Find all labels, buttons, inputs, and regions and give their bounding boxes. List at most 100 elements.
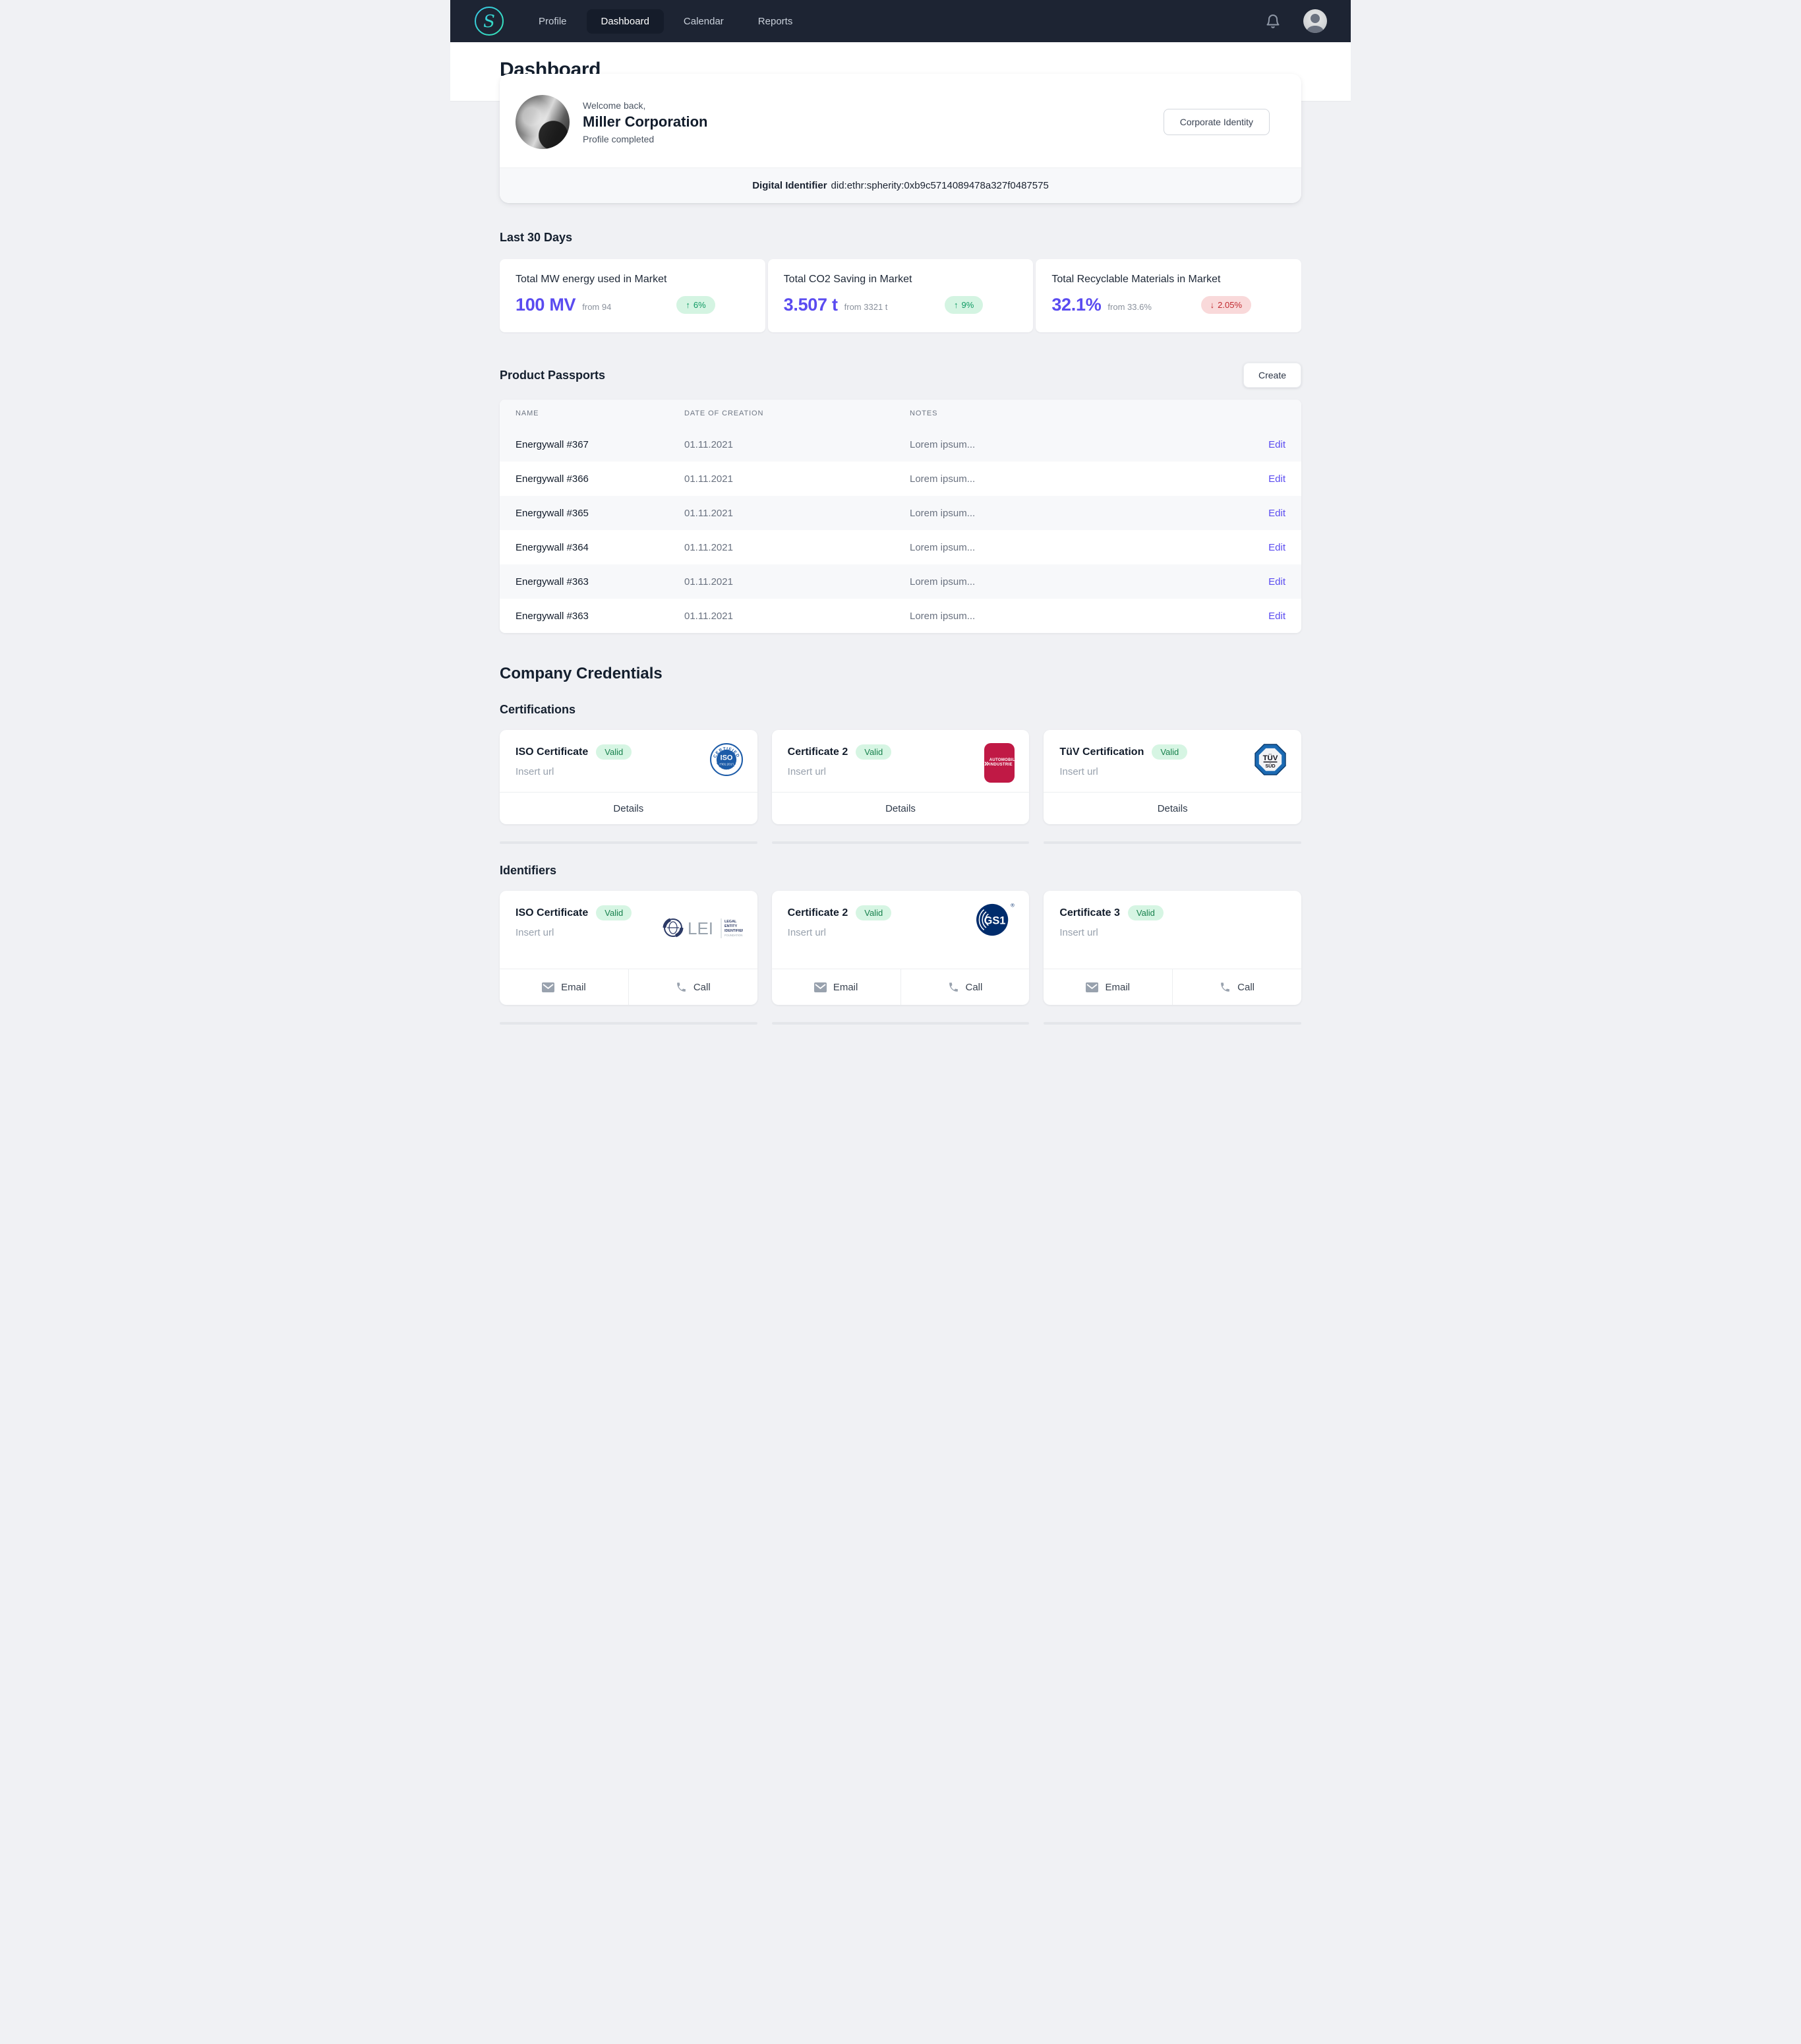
stat-from: from 33.6%: [1107, 302, 1152, 312]
nav-item-profile[interactable]: Profile: [539, 15, 567, 27]
phone-icon: [1221, 982, 1230, 992]
valid-badge: Valid: [1127, 905, 1164, 920]
stat-card-recyclable: Total Recyclable Materials in Market 32.…: [1036, 259, 1302, 332]
arrow-up-icon: ↑: [686, 300, 690, 310]
stat-value: 100 MV: [516, 295, 576, 315]
call-button[interactable]: Call: [1172, 969, 1301, 1005]
column-header-name: NAME: [516, 409, 539, 417]
passport-notes: Lorem ipsum...: [910, 576, 976, 587]
stat-change-badge: ↓ 2.05%: [1200, 296, 1252, 314]
details-button[interactable]: Details: [771, 792, 1030, 824]
passport-name: Energywall #365: [516, 507, 589, 519]
credential-name: Certificate 3: [1059, 907, 1120, 918]
passport-notes: Lorem ipsum...: [910, 610, 976, 622]
spherity-logo-icon[interactable]: S: [474, 6, 504, 36]
digital-identifier-value: did:ethr:spherity:0xb9c5714089478a327f04…: [831, 180, 1049, 191]
stat-title: Total MW energy used in Market: [516, 274, 667, 285]
certification-card-tuv: TüV Certification Valid Insert url TÜV S…: [1044, 730, 1301, 824]
create-passport-button[interactable]: Create: [1243, 363, 1301, 388]
valid-badge: Valid: [596, 905, 632, 920]
passport-notes: Lorem ipsum...: [910, 541, 976, 553]
credential-name: TüV Certification: [1059, 746, 1144, 758]
digital-identifier-bar: Digital Identifier did:ethr:spherity:0xb9…: [500, 167, 1301, 203]
edit-link[interactable]: Edit: [1268, 507, 1285, 519]
valid-badge: Valid: [856, 744, 892, 760]
column-header-date: DATE OF CREATION: [684, 409, 764, 417]
stat-card-energy: Total MW energy used in Market 100 MV fr…: [500, 259, 765, 332]
certification-card-2: Certificate 2 Valid Insert url » AUTOMOB…: [771, 730, 1030, 824]
svg-text:FOUNDATION: FOUNDATION: [724, 934, 742, 937]
email-button[interactable]: Email: [500, 969, 628, 1005]
certifications-divider: [500, 841, 1301, 844]
svg-text:IDENTIFIER: IDENTIFIER: [724, 929, 743, 933]
digital-identifier-label: Digital Identifier: [752, 180, 827, 191]
nav-item-reports[interactable]: Reports: [757, 15, 793, 27]
passport-name: Energywall #363: [516, 576, 589, 587]
credential-name: Certificate 2: [787, 746, 848, 758]
identifier-card-3: Certificate 3 Valid Insert url Email: [1044, 891, 1301, 1005]
credential-name: ISO Certificate: [516, 907, 589, 918]
passport-date: 01.11.2021: [684, 438, 733, 450]
edit-link[interactable]: Edit: [1268, 473, 1285, 485]
svg-text:ISO: ISO: [720, 754, 732, 762]
passport-notes: Lorem ipsum...: [910, 507, 976, 519]
passport-name: Energywall #367: [516, 438, 589, 450]
user-avatar[interactable]: [1303, 9, 1327, 33]
passport-notes: Lorem ipsum...: [910, 473, 976, 485]
top-navbar: S Profile Dashboard Calendar Reports: [450, 0, 1351, 42]
nav-item-dashboard[interactable]: Dashboard: [586, 9, 664, 34]
stat-value: 32.1%: [1051, 295, 1102, 315]
notifications-bell-icon[interactable]: [1265, 13, 1281, 29]
email-button[interactable]: Email: [1044, 969, 1172, 1005]
email-icon: [1086, 982, 1099, 992]
insert-url-placeholder: Insert url: [787, 766, 827, 777]
details-button[interactable]: Details: [500, 792, 757, 824]
phone-icon: [676, 982, 686, 992]
stat-card-co2: Total CO2 Saving in Market 3.507 t from …: [767, 259, 1034, 332]
call-button[interactable]: Call: [628, 969, 757, 1005]
passport-name: Energywall #363: [516, 610, 589, 622]
company-name: Miller Corporation: [583, 113, 708, 130]
stat-value: 3.507 t: [783, 295, 838, 315]
insert-url-placeholder: Insert url: [1059, 766, 1098, 777]
svg-text:ENTITY: ENTITY: [724, 924, 738, 928]
stats-section-title: Last 30 Days: [500, 231, 573, 244]
stat-title: Total CO2 Saving in Market: [783, 274, 912, 285]
call-button[interactable]: Call: [900, 969, 1030, 1005]
insert-url-placeholder: Insert url: [787, 927, 827, 938]
passport-date: 01.11.2021: [684, 541, 733, 553]
passport-date: 01.11.2021: [684, 507, 733, 519]
corporate-identity-button[interactable]: Corporate Identity: [1163, 109, 1270, 135]
phone-icon: [949, 982, 958, 992]
passport-date: 01.11.2021: [684, 473, 733, 485]
passports-section-title: Product Passports: [500, 368, 606, 382]
identifiers-divider: [500, 1022, 1301, 1025]
edit-link[interactable]: Edit: [1268, 541, 1285, 553]
email-button[interactable]: Email: [772, 969, 901, 1005]
insert-url-placeholder: Insert url: [516, 927, 554, 938]
table-row: Energywall #365 01.11.2021 Lorem ipsum..…: [500, 496, 1301, 530]
stat-from: from 94: [582, 302, 612, 312]
table-row: Energywall #367 01.11.2021 Lorem ipsum..…: [500, 427, 1301, 462]
details-button[interactable]: Details: [1044, 792, 1301, 824]
edit-link[interactable]: Edit: [1268, 610, 1285, 622]
gs1-logo-icon: GS1 ®: [975, 901, 1015, 940]
profile-status: Profile completed: [583, 133, 655, 144]
passport-date: 01.11.2021: [684, 576, 733, 587]
email-icon: [542, 982, 555, 992]
nav-item-calendar[interactable]: Calendar: [683, 15, 724, 27]
passport-date: 01.11.2021: [684, 610, 733, 622]
edit-link[interactable]: Edit: [1268, 576, 1285, 587]
svg-text:GS1: GS1: [984, 915, 1006, 927]
identifier-card-gs1: Certificate 2 Valid Insert url GS1 ®: [771, 891, 1030, 1005]
passport-name: Energywall #364: [516, 541, 589, 553]
passport-notes: Lorem ipsum...: [910, 438, 976, 450]
table-row: Energywall #363 01.11.2021 Lorem ipsum..…: [500, 564, 1301, 599]
arrow-up-icon: ↑: [954, 300, 959, 310]
table-header-row: NAME DATE OF CREATION NOTES: [500, 400, 1301, 427]
company-photo-avatar: [516, 95, 570, 149]
svg-text:S: S: [483, 12, 495, 32]
valid-badge: Valid: [1152, 744, 1188, 760]
table-row: Energywall #363 01.11.2021 Lorem ipsum..…: [500, 599, 1301, 633]
edit-link[interactable]: Edit: [1268, 438, 1285, 450]
